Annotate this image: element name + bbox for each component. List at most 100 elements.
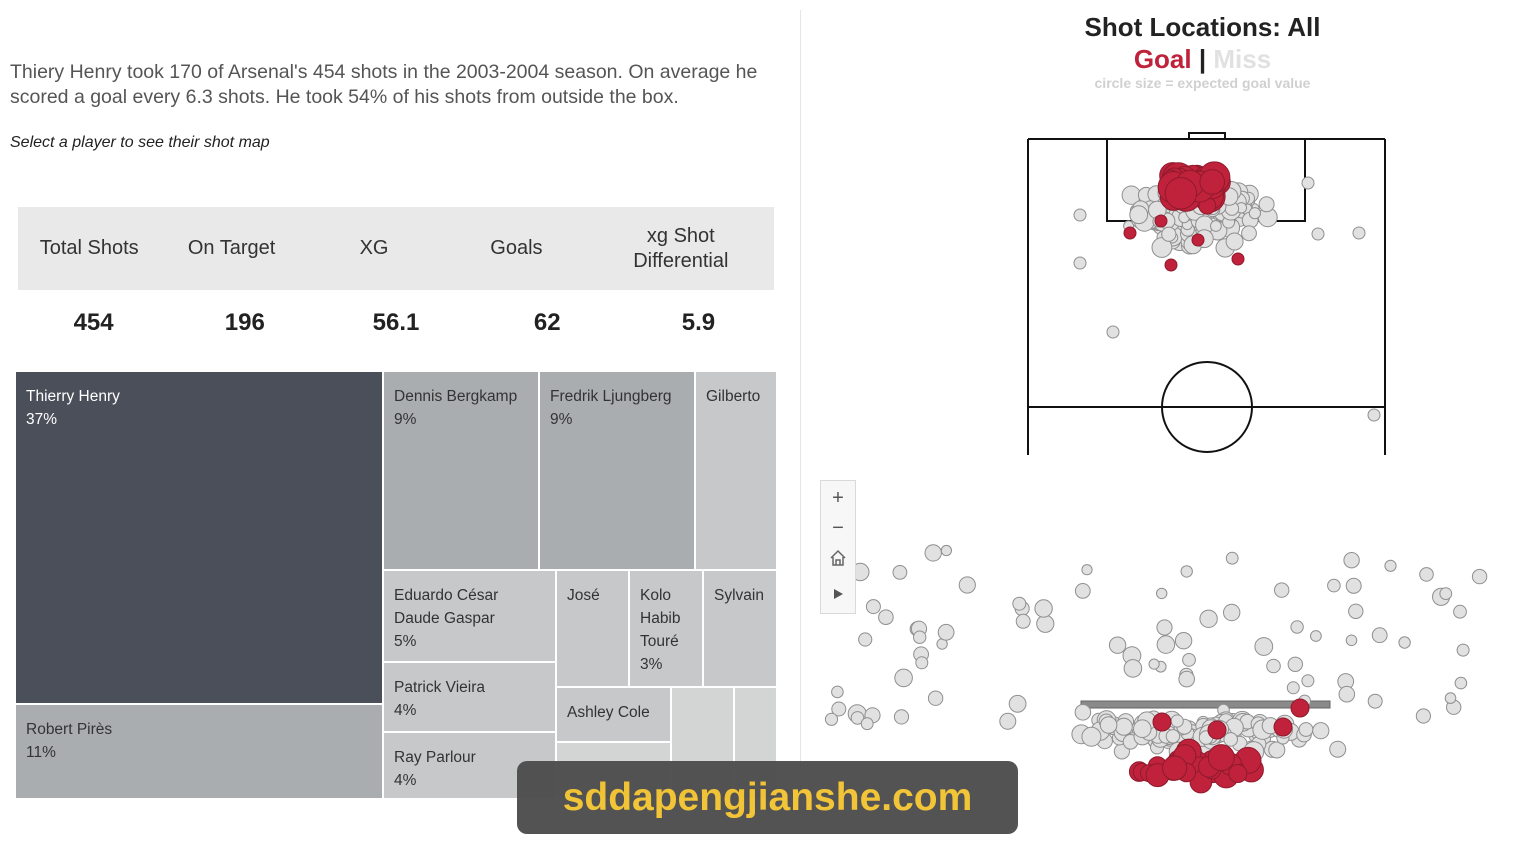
- treemap-tile-cole[interactable]: Ashley Cole: [556, 687, 671, 742]
- miss-shot-dot: [1081, 726, 1102, 747]
- miss-shot-dot: [913, 630, 927, 644]
- miss-shot-dot: [1274, 582, 1290, 598]
- miss-shot-dot: [1012, 596, 1027, 611]
- miss-shot-dot: [1182, 653, 1196, 667]
- miss-shot-dot: [1180, 565, 1193, 578]
- treemap-tile-vieira[interactable]: Patrick Vieira 4%: [383, 662, 556, 732]
- kpi-label-xg: XG: [359, 237, 389, 259]
- miss-shot-dot: [1312, 722, 1330, 740]
- miss-shot-dot: [937, 623, 955, 641]
- miss-shot-dot: [1367, 693, 1383, 709]
- miss-shot-dot: [1223, 732, 1238, 747]
- play-button[interactable]: [821, 579, 855, 609]
- legend-miss[interactable]: Miss: [1213, 44, 1272, 74]
- goal-shot-dot: [1123, 226, 1137, 240]
- treemap-tile-edu[interactable]: Eduardo César Daude Gaspar 5%: [383, 570, 556, 662]
- treemap-tile-ljungberg[interactable]: Fredrik Ljungberg 9%: [539, 371, 695, 570]
- treemap-tile-gilberto[interactable]: Gilberto: [695, 371, 777, 570]
- treemap-tile-jose[interactable]: José: [556, 570, 629, 687]
- miss-shot-dot: [1310, 630, 1322, 642]
- miss-shot-dot: [865, 599, 881, 615]
- miss-shot-dot: [915, 656, 929, 670]
- tile-name: Eduardo César Daude Gaspar: [394, 587, 499, 627]
- miss-shot-dot: [1371, 627, 1388, 644]
- miss-shot-dot: [858, 632, 873, 647]
- miss-shot-dot: [850, 711, 865, 725]
- tile-pct: 37%: [26, 411, 58, 428]
- kpi-value-total-shots: 454: [73, 308, 114, 336]
- kpi-value-xg-diff: 5.9: [681, 308, 716, 336]
- miss-shot-dot: [1327, 578, 1341, 593]
- miss-shot-dot: [1225, 551, 1239, 565]
- miss-shot-dot: [1301, 674, 1315, 688]
- miss-shot-dot: [1456, 643, 1470, 657]
- goal-shot-dot: [1164, 177, 1198, 210]
- miss-shot-dot: [1258, 196, 1275, 213]
- treemap-tile-henry[interactable]: Thierry Henry 37%: [15, 371, 383, 704]
- miss-shot-dot: [1241, 225, 1257, 242]
- miss-shot-dot: [1129, 205, 1149, 225]
- tile-name: Ashley Cole: [567, 704, 650, 721]
- miss-shot-dot: [1174, 632, 1193, 650]
- miss-shot-dot: [1287, 656, 1304, 672]
- goal-shot-dot: [1228, 764, 1248, 783]
- kpi-label-total-shots: Total Shots: [39, 237, 139, 259]
- tile-name: Thierry Henry: [26, 388, 120, 405]
- miss-shot-dot: [1073, 208, 1087, 222]
- treemap-tile-bergkamp[interactable]: Dennis Bergkamp 9%: [383, 371, 539, 570]
- miss-shot-dot: [1348, 603, 1364, 619]
- miss-shot-dot: [940, 544, 953, 557]
- summary-text: Thiery Henry took 170 of Arsenal's 454 s…: [10, 61, 758, 108]
- kpi-values-row: 454 196 56.1 62 5.9: [18, 300, 774, 345]
- miss-shot-dot: [1074, 704, 1092, 721]
- miss-shot-dot: [1345, 634, 1358, 647]
- goal-shot-dot: [1191, 233, 1205, 247]
- miss-shot-dot: [1161, 226, 1177, 242]
- miss-shot-dot: [1156, 635, 1176, 654]
- kpi-value-xg: 56.1: [372, 308, 420, 336]
- goal-shot-dot: [1207, 744, 1235, 772]
- map-zoom-controls: + −: [820, 480, 856, 614]
- miss-shot-dot: [1248, 207, 1262, 220]
- miss-shot-dot: [1454, 676, 1468, 690]
- miss-shot-dot: [1151, 237, 1173, 258]
- kpi-header-row: Total Shots On Target XG Goals xg Shot D…: [18, 207, 774, 290]
- treemap-tile-toure[interactable]: Kolo Habib Touré 3%: [629, 570, 703, 687]
- miss-shot-dot: [831, 685, 844, 699]
- legend-goal[interactable]: Goal: [1133, 44, 1192, 74]
- miss-shot-dot: [1384, 559, 1397, 572]
- treemap-tile-sylvain[interactable]: Sylvain: [703, 570, 777, 687]
- tile-name: Dennis Bergkamp: [394, 388, 518, 405]
- miss-shot-dot: [1170, 714, 1184, 728]
- kpi-label-xg-diff: xg Shot Differential: [633, 224, 729, 272]
- miss-shot-dot: [893, 709, 910, 725]
- miss-shot-dot: [1015, 613, 1031, 629]
- miss-shot-dot: [1223, 603, 1241, 622]
- watermark: sddapengjianshe.com: [517, 761, 1018, 834]
- miss-shot-dot: [1419, 567, 1434, 582]
- zoom-out-button[interactable]: −: [832, 516, 844, 539]
- miss-shot-dot: [1352, 226, 1366, 240]
- tile-name: Sylvain: [714, 587, 764, 604]
- top-shot-dots: [1073, 161, 1381, 422]
- miss-shot-dot: [1471, 568, 1488, 585]
- miss-shot-dot: [831, 701, 847, 717]
- tile-name: Gilberto: [706, 388, 761, 405]
- tile-name: Ray Parlour: [394, 749, 476, 766]
- treemap-tile-pires[interactable]: Robert Pirès 11%: [15, 704, 383, 799]
- goal-shot-dot: [1152, 712, 1172, 732]
- legend-separator: |: [1198, 44, 1207, 74]
- home-button[interactable]: [821, 543, 855, 573]
- miss-shot-dot: [1367, 408, 1381, 422]
- miss-shot-dot: [1286, 681, 1300, 695]
- miss-shot-dot: [1034, 599, 1053, 618]
- zoom-in-button[interactable]: +: [832, 486, 844, 509]
- miss-shot-dot: [824, 712, 839, 726]
- panel-divider: [800, 10, 801, 800]
- tile-pct: 5%: [394, 633, 417, 650]
- goal-frame: [1188, 132, 1226, 140]
- miss-shot-dot: [958, 576, 976, 594]
- miss-shot-dot: [1398, 636, 1411, 649]
- goal-shot-dot: [1164, 258, 1178, 272]
